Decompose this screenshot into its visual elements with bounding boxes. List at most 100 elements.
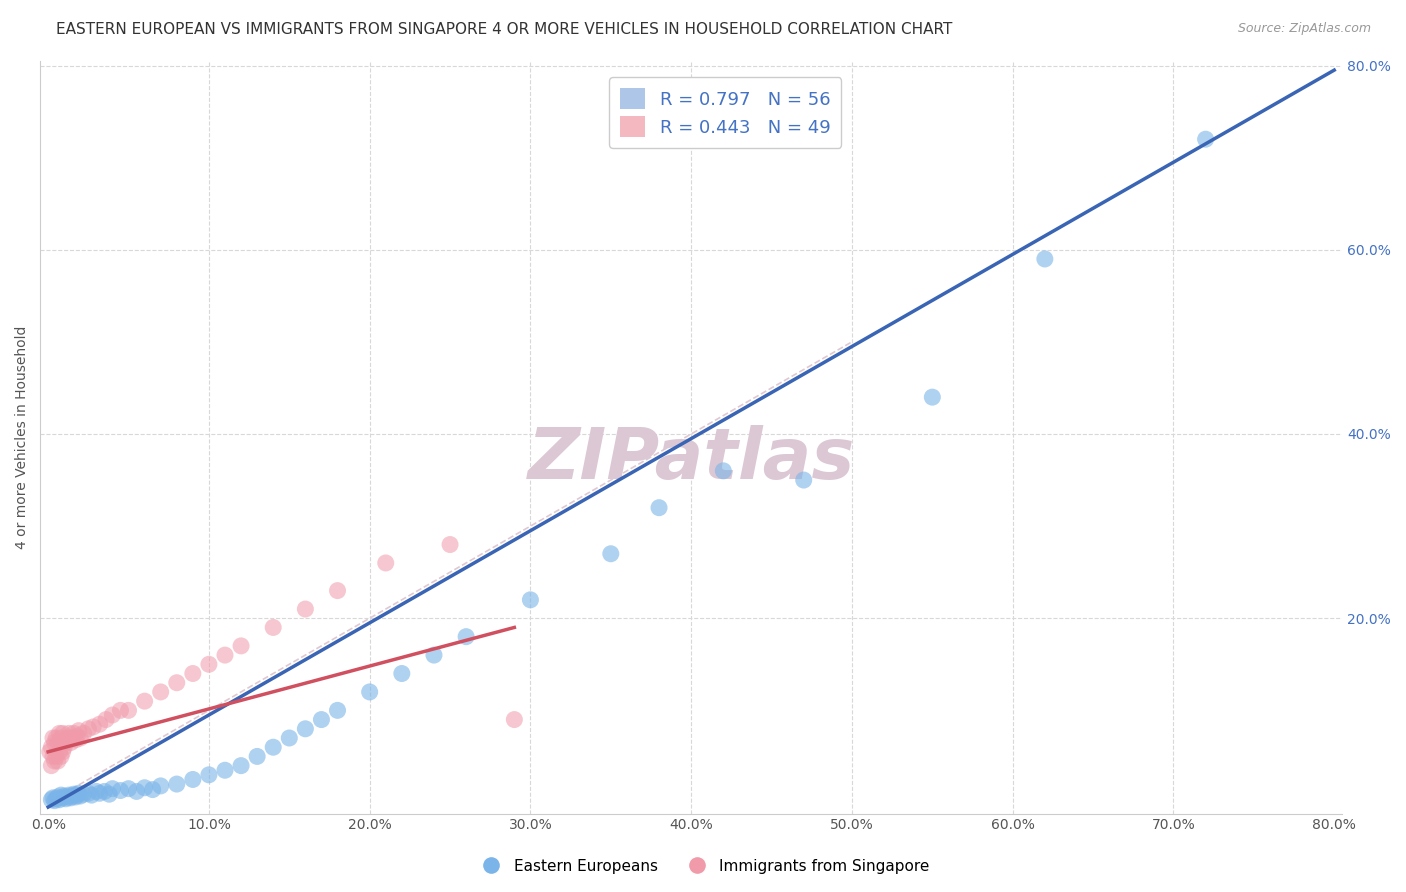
Point (214, 763, 236, 777)
Point (38, 745, 60, 759)
Point (65, 732, 87, 747)
Point (439, 537, 461, 551)
Point (77, 786, 100, 800)
Point (93, 784, 115, 798)
Point (44, 794, 66, 808)
Point (149, 685, 172, 699)
Point (65, 789, 87, 804)
Point (1033, 252, 1056, 266)
Point (67, 786, 90, 800)
Point (46, 736, 69, 750)
Point (294, 722, 316, 736)
Point (326, 583, 349, 598)
Point (59, 790, 82, 805)
Point (1194, 132, 1216, 146)
Point (98, 787, 121, 801)
Point (101, 781, 124, 796)
Point (198, 657, 221, 672)
Point (181, 772, 204, 787)
Legend: Eastern Europeans, Immigrants from Singapore: Eastern Europeans, Immigrants from Singa… (470, 853, 936, 880)
Point (46, 754, 69, 768)
Point (110, 783, 132, 797)
Point (648, 500, 671, 515)
Point (41, 758, 63, 772)
Point (44, 736, 66, 750)
Point (117, 781, 139, 796)
Point (599, 547, 621, 561)
Point (77, 722, 100, 736)
Point (262, 620, 284, 634)
Point (49, 749, 72, 764)
Point (48, 726, 70, 740)
Point (181, 666, 204, 681)
Point (326, 703, 349, 717)
Point (69, 789, 91, 803)
Text: EASTERN EUROPEAN VS IMMIGRANTS FROM SINGAPORE 4 OR MORE VEHICLES IN HOUSEHOLD CO: EASTERN EUROPEAN VS IMMIGRANTS FROM SING… (56, 22, 953, 37)
Point (60, 731, 83, 745)
Point (41, 740, 63, 755)
Point (52, 790, 75, 805)
Point (519, 592, 541, 607)
Point (149, 779, 172, 793)
Point (503, 713, 526, 727)
Point (63, 726, 86, 740)
Point (89, 717, 111, 731)
Point (52, 745, 75, 759)
Text: ZIPatlas: ZIPatlas (527, 425, 855, 494)
Point (45, 731, 67, 745)
Point (42, 790, 65, 805)
Point (134, 694, 156, 708)
Point (86, 784, 108, 798)
Y-axis label: 4 or more Vehicles in Household: 4 or more Vehicles in Household (15, 326, 30, 549)
Point (423, 648, 446, 662)
Point (53, 789, 76, 803)
Point (110, 703, 132, 717)
Point (125, 784, 148, 798)
Point (166, 777, 188, 791)
Point (278, 731, 301, 745)
Point (294, 602, 316, 616)
Point (45, 749, 67, 764)
Point (198, 768, 221, 782)
Point (58, 726, 80, 740)
Point (42, 749, 65, 764)
Point (58, 788, 80, 802)
Point (359, 685, 381, 699)
Point (52, 726, 75, 740)
Point (63, 787, 86, 801)
Point (166, 675, 188, 690)
Point (311, 713, 333, 727)
Point (56, 789, 79, 804)
Point (48, 745, 70, 759)
Point (42, 731, 65, 745)
Point (66, 788, 89, 802)
Point (134, 780, 156, 795)
Point (89, 786, 111, 800)
Point (60, 789, 83, 803)
Point (80, 788, 103, 802)
Point (41, 793, 63, 807)
Point (101, 708, 124, 723)
Point (391, 666, 413, 681)
Point (69, 731, 91, 745)
Point (72, 726, 94, 740)
Point (49, 788, 72, 802)
Point (45, 792, 67, 806)
Point (711, 464, 734, 478)
Point (94, 713, 117, 727)
Point (117, 703, 139, 717)
Point (374, 556, 396, 570)
Point (246, 749, 269, 764)
Point (229, 639, 252, 653)
Point (48, 793, 70, 807)
Point (262, 740, 284, 755)
Text: Source: ZipAtlas.com: Source: ZipAtlas.com (1237, 22, 1371, 36)
Point (67, 723, 90, 738)
Point (59, 736, 82, 750)
Point (72, 787, 94, 801)
Point (53, 740, 76, 755)
Legend: R = 0.797   N = 56, R = 0.443   N = 49: R = 0.797 N = 56, R = 0.443 N = 49 (609, 78, 841, 148)
Point (49, 731, 72, 745)
Point (46, 789, 69, 804)
Point (55, 792, 77, 806)
